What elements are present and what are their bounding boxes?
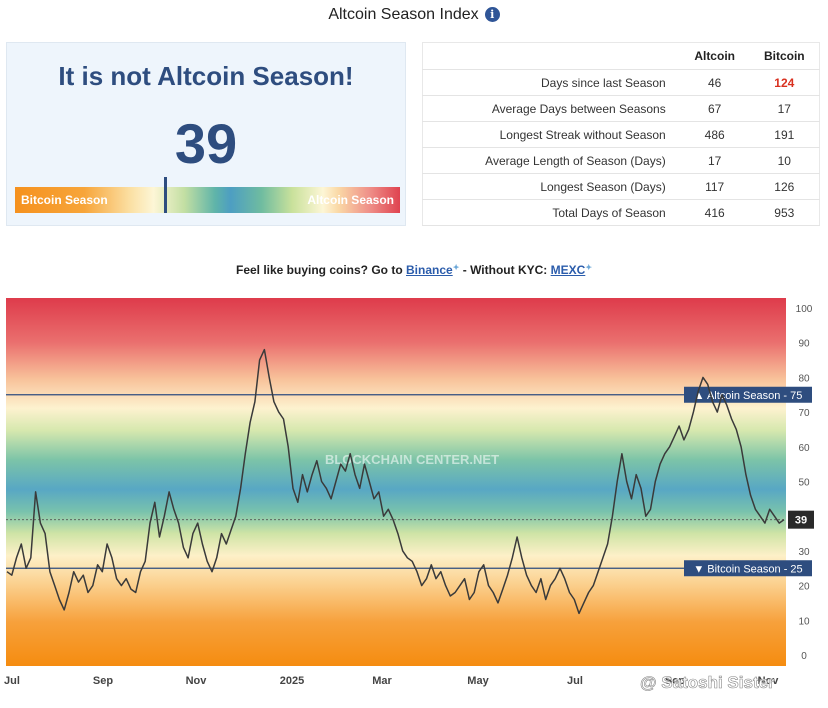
promo-banner: Feel like buying coins? Go to Binance✦ -… — [0, 263, 828, 277]
row-label: Longest Season (Days) — [422, 173, 680, 200]
bitcoin-value: 124 — [749, 69, 820, 96]
table-row: Average Days between Seasons 67 17 — [422, 95, 820, 122]
y-tick-label: 60 — [798, 443, 810, 454]
y-tick-label: 0 — [801, 651, 807, 662]
table-row: Days since last Season 46 124 — [422, 69, 820, 96]
current-value-box — [788, 510, 814, 529]
y-tick-label: 50 — [798, 478, 810, 489]
x-tick-label: Jul — [4, 675, 20, 687]
y-tick-label: 30 — [798, 547, 810, 558]
altcoin-index-line — [6, 348, 785, 615]
y-tick-label: 100 — [796, 304, 813, 315]
table-row: Longest Season (Days) 117 126 — [422, 173, 820, 200]
bitcoin-value: 126 — [749, 173, 820, 200]
current-value-badge: 39 — [788, 510, 814, 529]
gauge-label-bitcoin-season: Bitcoin Season — [21, 193, 108, 207]
x-tick-label: Jul — [567, 675, 583, 687]
row-label: Longest Streak without Season — [422, 121, 680, 148]
table-header-row: Altcoin Bitcoin — [422, 42, 820, 70]
index-headline: It is not Altcoin Season! — [58, 61, 354, 91]
y-tick-label: 20 — [798, 582, 810, 593]
row-label: Average Length of Season (Days) — [422, 147, 680, 174]
threshold-lines: ▲ Altcoin Season - 75▼ Bitcoin Season - … — [6, 386, 812, 577]
x-tick-label: Mar — [372, 675, 392, 687]
threshold-badge — [684, 560, 812, 577]
current-value-label: 39 — [795, 515, 807, 527]
y-axis-panel — [786, 298, 822, 666]
table-header-bitcoin: Bitcoin — [749, 42, 820, 70]
altcoin-value: 117 — [679, 173, 750, 200]
y-tick-label: 10 — [798, 616, 810, 627]
x-tick-label: Nov — [186, 675, 208, 687]
x-tick-label: 2025 — [280, 675, 304, 687]
table-header-blank — [422, 42, 680, 70]
y-tick-label: 80 — [798, 373, 810, 384]
table-row: Total Days of Season 416 953 — [422, 199, 820, 226]
x-tick-label: Nov — [758, 675, 780, 687]
altcoin-value: 17 — [679, 147, 750, 174]
table-header-altcoin: Altcoin — [679, 42, 750, 70]
bitcoin-value: 191 — [749, 121, 820, 148]
page-title: Altcoin Season Index i — [0, 6, 828, 24]
mexc-link[interactable]: MEXC — [550, 263, 586, 277]
row-label: Days since last Season — [422, 69, 680, 96]
social-watermark: @ Satoshi Sister — [640, 673, 775, 692]
threshold-badge — [684, 386, 812, 403]
row-label: Average Days between Seasons — [422, 95, 680, 122]
altcoin-value: 486 — [679, 121, 750, 148]
altcoin-value: 67 — [679, 95, 750, 122]
y-tick-label: 70 — [798, 408, 810, 419]
bitcoin-value: 17 — [749, 95, 820, 122]
index-card: It is not Altcoin Season! 39 Bitcoin Sea… — [6, 42, 406, 226]
promo-text: Feel like buying coins? Go to — [235, 263, 403, 277]
y-tick-label: 90 — [798, 339, 810, 350]
gauge-marker — [164, 177, 168, 213]
altcoin-value: 416 — [679, 199, 750, 226]
gauge-label-altcoin-season: Altcoin Season — [307, 193, 394, 207]
row-label: Total Days of Season — [422, 199, 680, 226]
altcoin-season-chart[interactable]: 0102030405060708090100 JulSepNov2025MarM… — [0, 294, 828, 708]
page-title-text: Altcoin Season Index — [328, 6, 479, 23]
index-value: 39 — [174, 112, 238, 175]
binance-link[interactable]: Binance — [406, 263, 453, 277]
altcoin-value: 46 — [679, 69, 750, 96]
index-gauge: Bitcoin Season Altcoin Season — [15, 177, 400, 213]
chart-background — [6, 298, 786, 666]
star-icon: ✦ — [585, 263, 593, 272]
table-row: Longest Streak without Season 486 191 — [422, 121, 820, 148]
season-stats-table: Altcoin Bitcoin Days since last Season 4… — [422, 42, 820, 226]
chart-watermark: BLOCKCHAIN CENTER.NET — [325, 452, 499, 467]
x-axis-ticks: Jul Sep Nov 2025 Mar May Jul Sep Nov — [4, 675, 779, 687]
bitcoin-value: 953 — [749, 199, 820, 226]
threshold-label: ▼ Bitcoin Season - 25 — [693, 563, 802, 575]
x-tick-label: Sep — [93, 675, 113, 687]
promo-middle-text: - Without KYC: — [462, 263, 548, 277]
bitcoin-value: 10 — [749, 147, 820, 174]
x-tick-label: Sep — [665, 675, 685, 687]
x-tick-label: May — [467, 675, 489, 687]
star-icon: ✦ — [452, 263, 460, 272]
info-icon[interactable]: i — [484, 7, 500, 22]
table-row: Average Length of Season (Days) 17 10 — [422, 147, 820, 174]
